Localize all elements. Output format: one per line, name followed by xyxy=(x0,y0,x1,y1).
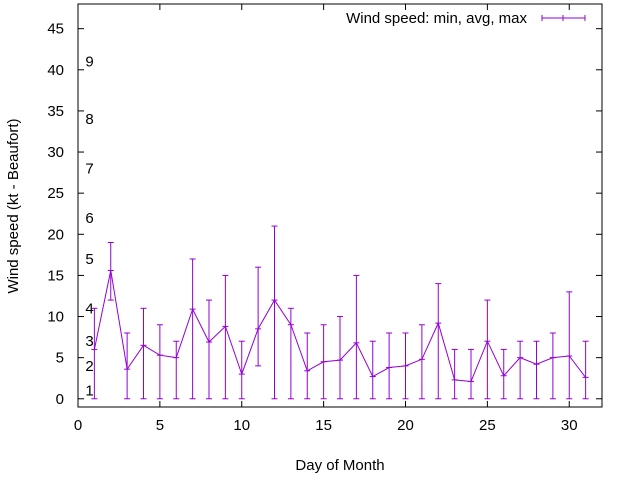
legend: Wind speed: min, avg, max xyxy=(346,10,586,27)
beaufort-label: 7 xyxy=(85,160,93,177)
beaufort-label: 1 xyxy=(85,383,93,400)
beaufort-label: 4 xyxy=(85,300,93,317)
x-axis-ticks: 0 5 10 15 20 25 30 xyxy=(74,4,578,434)
x-tick-label: 0 xyxy=(74,417,82,434)
x-tick-label: 30 xyxy=(561,417,578,434)
legend-sample-errorbar xyxy=(541,15,586,21)
beaufort-scale-labels: 1 2 3 4 5 6 7 8 9 xyxy=(85,54,93,400)
beaufort-label: 3 xyxy=(85,333,93,350)
y-tick-label: 45 xyxy=(47,21,64,38)
x-tick-label: 10 xyxy=(233,417,250,434)
x-tick-label: 25 xyxy=(479,417,496,434)
y-tick-label: 40 xyxy=(47,62,64,79)
y-tick-label: 5 xyxy=(56,350,64,367)
y-tick-label: 35 xyxy=(47,103,64,120)
beaufort-label: 6 xyxy=(85,210,93,227)
beaufort-label: 8 xyxy=(85,111,93,128)
x-tick-label: 5 xyxy=(156,417,164,434)
y-tick-label: 30 xyxy=(47,144,64,161)
y-tick-label: 20 xyxy=(47,226,64,243)
y-tick-label: 15 xyxy=(47,267,64,284)
y-axis-label: Wind speed (kt - Beaufort) xyxy=(5,118,22,293)
y-tick-label: 0 xyxy=(56,391,64,408)
x-axis-label: Day of Month xyxy=(295,457,384,474)
legend-label: Wind speed: min, avg, max xyxy=(346,10,527,27)
beaufort-label: 2 xyxy=(85,358,93,375)
x-tick-label: 15 xyxy=(315,417,332,434)
beaufort-label: 5 xyxy=(85,251,93,268)
y-tick-label: 10 xyxy=(47,309,64,326)
wind-speed-series xyxy=(91,225,589,400)
y-tick-label: 25 xyxy=(47,185,64,202)
beaufort-label: 9 xyxy=(85,54,93,71)
x-tick-label: 20 xyxy=(397,417,414,434)
